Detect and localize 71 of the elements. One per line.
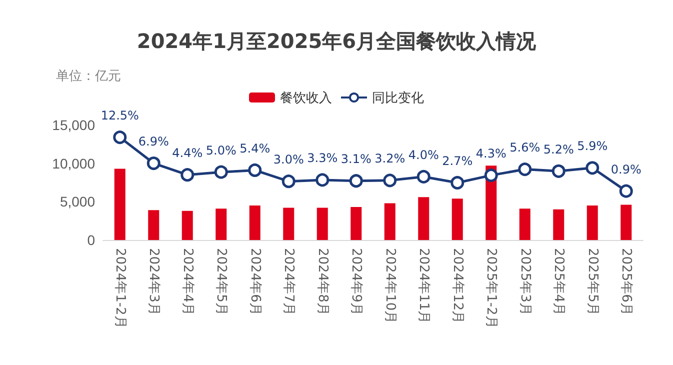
point: [349, 174, 363, 188]
point: [316, 173, 330, 187]
data-label: 4.4%: [172, 146, 203, 160]
x-tick-label: 2024年8月: [314, 248, 330, 316]
bar: [384, 203, 396, 240]
x-tick-label: 2024年10月: [382, 248, 398, 324]
x-tick-label: 2024年11月: [416, 248, 432, 324]
bar: [114, 168, 126, 240]
bar: [182, 210, 193, 240]
point: [619, 184, 633, 198]
data-label: 5.6%: [510, 140, 540, 155]
point: [282, 174, 296, 188]
bar: [316, 208, 328, 240]
data-label: 5.2%: [543, 142, 574, 156]
y-tick-label: 10,000: [52, 155, 96, 172]
chart-title: 2024年1月至2025年6月全国餐饮收入情况: [136, 29, 538, 53]
legend-label: 同比变化: [372, 90, 424, 105]
bar: [216, 208, 227, 240]
x-tick-label: 2024年1-2月: [112, 248, 128, 328]
x-tick-label: 2025年3月: [517, 248, 532, 316]
bar: [586, 206, 598, 240]
x-tick-label: 2025年5月: [584, 248, 600, 316]
data-label: 5.0%: [206, 143, 236, 158]
data-label: 5.4%: [240, 141, 270, 156]
x-tick-label: 2024年12月: [450, 248, 465, 324]
x-tick-label: 2024年9月: [348, 248, 364, 316]
bar: [519, 208, 530, 240]
point: [552, 164, 566, 178]
point: [180, 168, 194, 182]
point: [113, 130, 127, 144]
x-tick-label: 2025年6月: [618, 248, 634, 316]
x-tick-label: 2024年7月: [281, 248, 296, 316]
y-axis-title: 单位：亿元: [56, 69, 121, 84]
data-label: 3.1%: [340, 152, 372, 166]
point: [518, 162, 532, 176]
x-tick-label: 2024年5月: [214, 248, 229, 316]
point: [248, 163, 262, 177]
point: [484, 168, 498, 182]
point: [586, 161, 600, 175]
x-tick-label: 2024年3月: [146, 248, 162, 316]
point: [416, 170, 430, 184]
point: [450, 176, 464, 190]
point: [214, 165, 228, 179]
data-label: 3.3%: [307, 151, 338, 166]
data-label: 3.2%: [374, 152, 406, 166]
data-label: 3.0%: [273, 152, 304, 167]
bar: [350, 207, 362, 240]
data-label: 4.0%: [408, 148, 439, 162]
x-tick-label: 2025年1-2月: [484, 248, 499, 328]
bar: [249, 206, 260, 240]
x-tick-label: 2025年4月: [551, 248, 566, 316]
y-tick-label: 5,000: [60, 194, 96, 210]
x-tick-label: 2024年4月: [180, 248, 195, 316]
point: [383, 174, 397, 188]
bar: [148, 210, 160, 240]
point: [146, 156, 160, 170]
data-label: 5.9%: [577, 139, 608, 154]
bar: [418, 197, 430, 240]
data-label: 0.9%: [610, 162, 642, 176]
bar: [452, 198, 463, 240]
bar: [283, 208, 294, 240]
legend-label: 餐饮收入: [280, 90, 332, 105]
bar: [620, 204, 632, 240]
bar: [553, 209, 564, 240]
x-tick-label: 2024年6月: [247, 248, 262, 316]
data-label: 6.9%: [138, 134, 169, 149]
y-tick-label: 0: [87, 232, 96, 248]
data-label: 12.5%: [100, 108, 139, 123]
data-label: 4.3%: [476, 146, 506, 161]
data-label: 2.7%: [442, 154, 473, 168]
y-tick-label: 15,000: [52, 117, 96, 133]
